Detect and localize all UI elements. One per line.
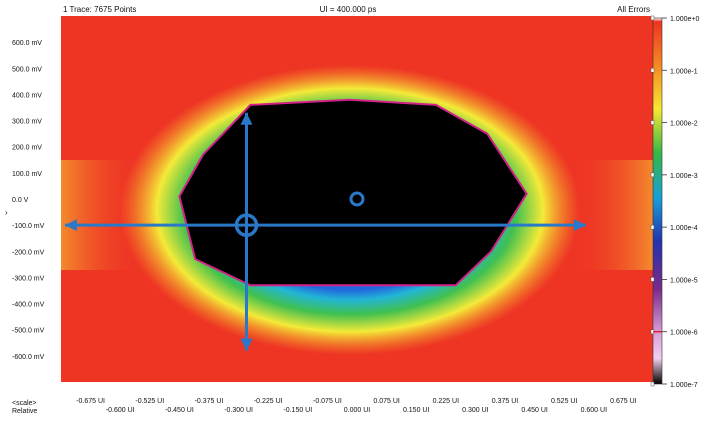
x-tick-label-lower: 0.450 UI	[521, 407, 548, 414]
x-tick-label-upper: 0.525 UI	[551, 398, 578, 405]
y-tick-label: 600.0 mV	[12, 40, 42, 47]
x-tick-label-lower: 0.300 UI	[462, 407, 489, 414]
x-tick-label-upper: 0.375 UI	[492, 398, 519, 405]
x-scale-label[interactable]: <scale>	[12, 400, 37, 407]
arrowhead-icon	[240, 112, 253, 125]
arrowhead-icon	[573, 219, 586, 232]
x-tick-label-lower: 0.150 UI	[403, 407, 430, 414]
ui-label: UI = 400.000 ps	[320, 5, 377, 14]
y-tick-label: 200.0 mV	[12, 145, 42, 152]
y-axis-caret-icon: ›	[5, 208, 8, 217]
y-tick-label: 300.0 mV	[12, 119, 42, 126]
colorbar-scale	[652, 17, 663, 385]
y-tick-label: 500.0 mV	[12, 66, 42, 73]
y-tick-label: -500.0 mV	[12, 328, 45, 335]
colorbar-handle[interactable]	[650, 224, 655, 230]
colorbar-tick-label: 1.000e-5	[670, 277, 698, 284]
x-tick-label-upper: -0.675 UI	[76, 398, 105, 405]
y-axis: 600.0 mV 500.0 mV 400.0 mV 300.0 mV 200.0 mV…	[12, 40, 45, 361]
x-tick-label-lower: -0.150 UI	[283, 407, 312, 414]
colorbar-tick-label: 1.000e+0	[670, 16, 699, 23]
x-tick-label-upper: 0.075 UI	[373, 398, 400, 405]
x-tick-label-lower: -0.300 UI	[224, 407, 253, 414]
arrowhead-icon	[240, 338, 253, 351]
y-tick-label: -400.0 mV	[12, 302, 45, 309]
colorbar-tick-label: 1.000e-2	[670, 121, 698, 128]
y-tick-label: 100.0 mV	[12, 171, 42, 178]
annotation-layer	[64, 112, 586, 351]
colorbar-handle[interactable]	[650, 381, 655, 387]
colorbar-handle[interactable]	[650, 15, 655, 21]
eye-opening	[178, 98, 528, 287]
center-marker-icon[interactable]	[349, 191, 365, 207]
x-tick-label-lower: 0.000 UI	[344, 407, 371, 414]
y-tick-label: -200.0 mV	[12, 249, 45, 256]
x-tick-label-upper: -0.375 UI	[195, 398, 224, 405]
right-fade	[573, 160, 653, 270]
y-tick-label: 400.0 mV	[12, 92, 42, 99]
x-tick-label-upper: -0.075 UI	[313, 398, 342, 405]
x-tick-label-lower: -0.450 UI	[165, 407, 194, 414]
x-tick-label-upper: 0.675 UI	[610, 398, 637, 405]
x-axis: -0.675 UI -0.525 UI -0.375 UI -0.225 UI -0.0…	[76, 398, 636, 414]
y-tick-label: 0.0 V	[12, 197, 29, 204]
arrowhead-icon	[64, 219, 77, 232]
x-tick-label-upper: 0.225 UI	[433, 398, 460, 405]
x-tick-label-lower: 0.600 UI	[581, 407, 608, 414]
colorbar-tick-label: 1.000e-4	[670, 225, 698, 232]
colorbar-tick-label: 1.000e-7	[670, 382, 698, 389]
colorbar-handle[interactable]	[650, 277, 655, 282]
colorbar-handle[interactable]	[650, 172, 655, 178]
y-tick-label: -100.0 mV	[12, 223, 45, 230]
colorbar-tick-label: 1.000e-1	[670, 68, 698, 75]
x-tick-label-lower: -0.600 UI	[106, 407, 135, 414]
y-tick-label: -600.0 mV	[12, 354, 45, 361]
trace-info: 1 Trace: 7675 Points	[63, 5, 136, 14]
colorbar-handle[interactable]	[650, 68, 655, 73]
y-tick-label: -300.0 mV	[12, 275, 45, 282]
colorbar-handle[interactable]	[650, 120, 655, 125]
colorbar: 1.000e+0 1.000e-1 1.000e-2 1.000e-3 1.000e-4…	[650, 15, 699, 389]
crosshair-icon[interactable]	[234, 213, 259, 237]
colorbar-tick-label: 1.000e-6	[670, 330, 698, 337]
colorbar-tick-label: 1.000e-3	[670, 173, 698, 180]
x-tick-label-upper: -0.225 UI	[254, 398, 283, 405]
x-tick-label-upper: -0.525 UI	[135, 398, 164, 405]
error-mode: All Errors	[617, 5, 650, 14]
x-scale-mode[interactable]: Relative	[12, 408, 37, 415]
